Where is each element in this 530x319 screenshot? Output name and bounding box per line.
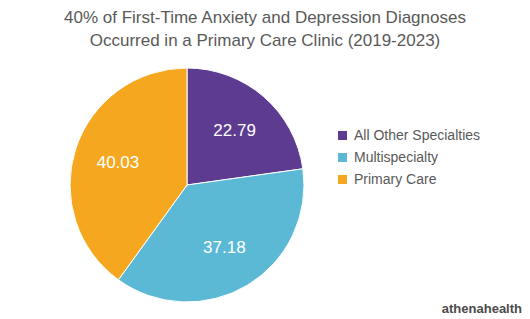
svg-text:22.79: 22.79	[213, 121, 256, 140]
html-text:athenahealth: athenahealth	[441, 301, 522, 316]
svg-text:40.03: 40.03	[97, 153, 140, 172]
html-text:40% of First-Time Anxiety and: 40% of First-Time Anxiety and Depression…	[64, 8, 466, 50]
html-text:All Other Specialties: All Other Specialties	[354, 127, 481, 143]
html-text:Primary Care: Primary Care	[354, 171, 437, 187]
svg-text:37.18: 37.18	[203, 238, 246, 257]
html-text:Multispecialty: Multispecialty	[354, 149, 438, 165]
